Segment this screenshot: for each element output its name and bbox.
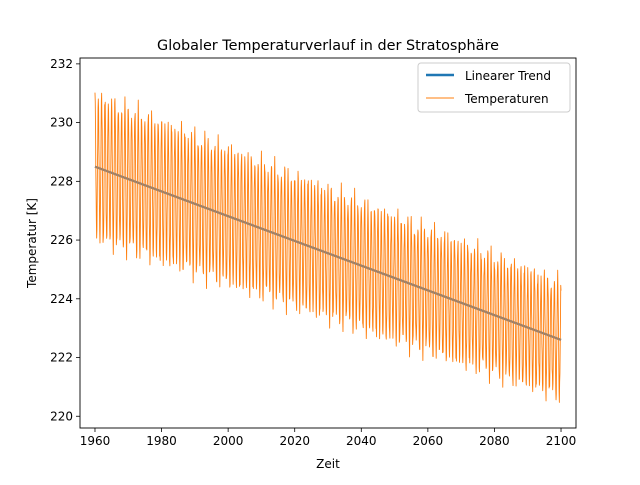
legend-box <box>417 62 571 113</box>
x-axis-label: Zeit <box>316 457 340 471</box>
x-axis: 1960 1980 2000 2020 2040 2060 2080 2100 <box>80 428 577 448</box>
y-tick-label: 224 <box>50 292 73 306</box>
y-axis-label: Temperatur [K] <box>25 198 39 289</box>
x-tick-label: 2040 <box>346 434 377 448</box>
y-axis: 220 222 224 226 228 230 232 <box>50 57 80 423</box>
chart-title: Globaler Temperaturverlauf in der Strato… <box>157 38 499 54</box>
temperature-series-line <box>94 92 562 403</box>
axes-frame <box>79 57 577 429</box>
y-tick-label: 228 <box>50 174 73 188</box>
y-tick-label: 230 <box>50 116 73 130</box>
y-tick-label: 226 <box>50 233 73 247</box>
x-tick-label: 1960 <box>80 434 111 448</box>
legend-label-temperaturen: Temperaturen <box>464 92 549 106</box>
y-tick-label: 220 <box>50 409 73 423</box>
x-tick-label: 2020 <box>279 434 310 448</box>
plot-area <box>94 92 562 403</box>
y-tick-label: 222 <box>50 351 73 365</box>
trend-line-overlay <box>94 165 562 341</box>
x-tick-label: 2060 <box>413 434 444 448</box>
x-tick-label: 2100 <box>546 434 577 448</box>
series-layer <box>94 92 562 403</box>
legend-label-linearer-trend: Linearer Trend <box>465 69 551 83</box>
y-tick-label: 232 <box>50 57 73 71</box>
x-tick-label: 2000 <box>213 434 244 448</box>
legend: Linearer Trend Temperaturen <box>417 62 571 113</box>
x-tick-label: 1980 <box>146 434 177 448</box>
x-tick-label: 2080 <box>479 434 510 448</box>
